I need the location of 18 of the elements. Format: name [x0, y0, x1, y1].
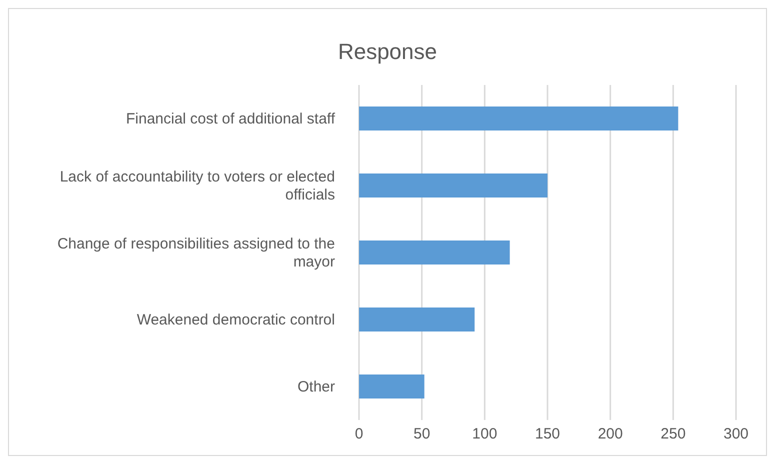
x-tick-label: 150 [534, 426, 560, 443]
x-tick-label: 200 [598, 426, 623, 443]
chart-title: Response [336, 38, 438, 65]
x-tick-label: 100 [472, 426, 498, 443]
y-tick-label: Weakened democratic control [136, 312, 335, 328]
bar [359, 106, 678, 130]
y-tick-label: Financial cost of additional staff [126, 110, 336, 128]
bar [359, 374, 424, 398]
x-tick-label: 250 [660, 426, 686, 443]
y-tick-label: Lack of accountability to voters or elected officials [60, 168, 335, 204]
x-tick-label: 0 [354, 426, 364, 443]
x-tick-label: 300 [723, 426, 749, 443]
bar [359, 240, 510, 264]
y-tick-label: Other [297, 378, 336, 396]
x-tick-label: 50 [413, 426, 430, 443]
bar [359, 173, 548, 198]
y-tick-label: Change of responsibilities assigned to the mayor [57, 236, 335, 270]
bar [359, 307, 475, 332]
